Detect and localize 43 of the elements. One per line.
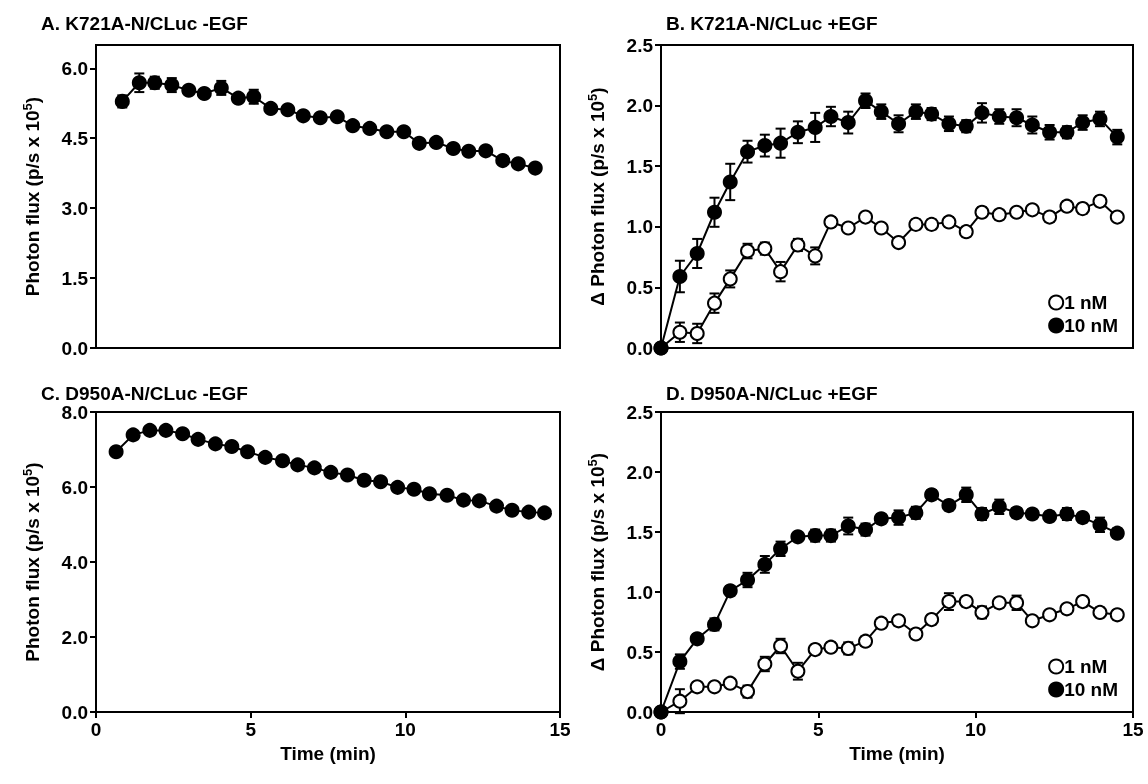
y-tick-label: 0.0 — [61, 701, 88, 723]
y-tick-label: 1.0 — [626, 216, 653, 238]
y-tick-label: 0.0 — [626, 701, 653, 723]
y-tick-label: 1.5 — [61, 267, 89, 289]
y-tick-label: 2.0 — [61, 626, 88, 648]
legend-label: 10 nM — [1064, 679, 1119, 700]
y-tick-label: 0.0 — [626, 337, 653, 359]
x-tick-label: 5 — [813, 719, 825, 740]
legend-label: 10 nM — [1064, 315, 1119, 336]
y-tick-label: 3.0 — [61, 197, 88, 219]
chart-title: C. D950A-N/CLuc -EGF — [41, 383, 248, 404]
y-axis-title: Photon flux (p/s x 105) — [20, 96, 43, 297]
legend-label: 1 nM — [1064, 656, 1108, 677]
chart-title: A. K721A-N/CLuc -EGF — [41, 13, 248, 34]
y-tick-label: 6.0 — [61, 57, 88, 79]
x-tick-label: 15 — [549, 719, 571, 740]
chart-title: D. D950A-N/CLuc +EGF — [666, 383, 878, 404]
y-tick-label: 2.5 — [626, 401, 654, 423]
y-tick-label: 1.5 — [626, 155, 654, 177]
x-tick-label: 0 — [90, 719, 102, 740]
y-tick-label: 8.0 — [61, 401, 88, 423]
x-axis-title: Time (min) — [849, 742, 945, 764]
x-tick-label: 5 — [245, 719, 257, 740]
y-tick-label: 2.0 — [626, 95, 653, 117]
legend-label: 1 nM — [1064, 292, 1108, 313]
chart-title: B. K721A-N/CLuc +EGF — [666, 13, 878, 34]
y-tick-label: 6.0 — [61, 476, 88, 498]
y-tick-label: 1.5 — [626, 521, 654, 543]
x-tick-label: 10 — [965, 719, 987, 740]
y-axis-title: Δ Photon flux (p/s x 105) — [585, 87, 608, 306]
x-tick-label: 0 — [655, 719, 667, 740]
y-tick-label: 4.5 — [61, 127, 89, 149]
y-tick-label: 2.0 — [626, 461, 653, 483]
x-tick-label: 10 — [394, 719, 416, 740]
y-tick-label: 4.0 — [61, 551, 88, 573]
y-axis-title: Δ Photon flux (p/s x 105) — [585, 452, 608, 672]
y-tick-label: 1.0 — [626, 581, 653, 603]
y-tick-label: 2.5 — [626, 34, 654, 56]
x-tick-label: 15 — [1122, 719, 1144, 740]
y-tick-label: 0.0 — [61, 337, 88, 359]
x-axis-title: Time (min) — [280, 742, 376, 764]
y-tick-label: 0.5 — [626, 641, 654, 663]
y-tick-label: 0.5 — [626, 276, 654, 298]
